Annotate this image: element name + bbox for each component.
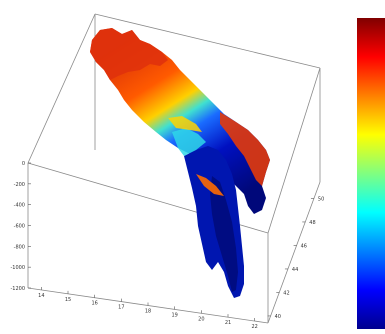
z-tick-label: -400 [14, 203, 25, 209]
x-tick-label: 21 [225, 320, 231, 326]
box-edge-top-right [267, 67, 321, 234]
x-tick-label: 22 [251, 324, 257, 330]
y-tick-label: 40 [275, 314, 281, 320]
surface-upper-red [90, 28, 168, 80]
x-tick-label: 18 [145, 309, 151, 315]
box-edge-back-top [94, 13, 321, 69]
x-axis-ticks: 14 15 16 17 18 19 20 21 22 [38, 286, 258, 330]
surface-right-shelf [220, 112, 270, 186]
z-tick-label: -600 [14, 224, 25, 230]
z-tick-label: -1200 [10, 286, 25, 292]
y-tick-label: 46 [301, 243, 307, 249]
axes-box [27, 13, 321, 324]
surface-lower-shelf [196, 174, 224, 196]
x-tick-label: 20 [198, 316, 204, 322]
y-tick-label: 48 [309, 220, 315, 226]
x-tick-label: 14 [38, 293, 44, 299]
z-axis-ticks: 0 -200 -400 -600 -800 -1000 -1200 [10, 161, 31, 292]
box-edge-bottom-right [267, 181, 321, 324]
y-tick-label: 50 [318, 196, 324, 202]
bathymetry-surface [90, 28, 270, 298]
z-tick-label: -1000 [10, 265, 25, 271]
y-axis-ticks: 40 42 44 46 48 50 [267, 196, 324, 320]
surface-deep-core [210, 176, 238, 292]
surface-slope-yellow [168, 116, 202, 132]
x-tick-label: 19 [171, 312, 177, 318]
z-tick-label: -200 [14, 182, 25, 188]
y-tick-label: 44 [292, 267, 298, 273]
surface-slope-cyan [172, 128, 206, 156]
x-tick-label: 16 [91, 301, 97, 307]
x-tick-label: 15 [65, 297, 71, 303]
z-tick-label: 0 [22, 161, 25, 167]
y-tick-label: 42 [283, 290, 289, 296]
x-tick-label: 17 [118, 305, 124, 311]
box-edge-back-left [27, 13, 96, 164]
colorbar [357, 18, 385, 329]
z-tick-label: -800 [14, 244, 25, 250]
colorbar-rect [357, 18, 385, 329]
